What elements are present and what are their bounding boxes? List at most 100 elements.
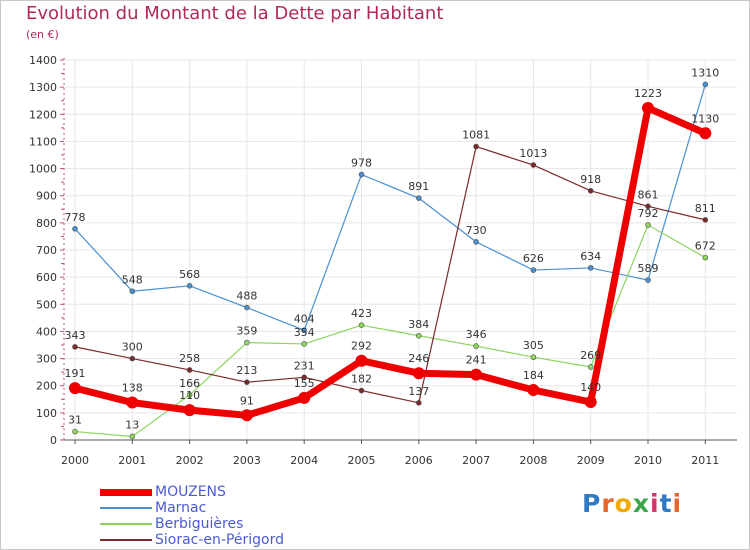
series-line-siorac-en-p-rigord (74, 145, 706, 404)
data-point-mouzens (183, 404, 196, 417)
data-point-berbigui-res (587, 364, 594, 370)
y-tick-label: 900 (36, 190, 57, 203)
data-label-siorac-en-p-rigord: 811 (695, 202, 716, 215)
data-label-marnac: 634 (580, 250, 601, 263)
data-label-berbigui-res: 305 (523, 339, 544, 352)
data-label-siorac-en-p-rigord: 137 (408, 385, 429, 398)
data-point-marnac (415, 195, 422, 201)
series-line-marnac (74, 83, 706, 331)
logo-letter: i (672, 489, 683, 518)
data-point-berbigui-res (530, 354, 537, 361)
x-tick-label: 2004 (290, 454, 318, 467)
data-label-marnac: 404 (294, 312, 315, 325)
data-point-siorac-en-p-rigord (358, 387, 365, 394)
data-label-marnac: 778 (65, 211, 86, 224)
x-tick-label: 2006 (405, 454, 433, 467)
legend-swatch (100, 488, 152, 496)
data-point-berbigui-res (358, 322, 365, 328)
data-label-siorac-en-p-rigord: 231 (294, 359, 315, 372)
data-point-mouzens (470, 368, 483, 381)
legend-swatch (100, 523, 152, 525)
data-labels: 778 548 568 488 404 978 891 730 626 634 589 1310 31 1… (65, 66, 720, 431)
data-point-mouzens (355, 354, 368, 367)
y-tick-label: 500 (36, 298, 57, 311)
data-label-berbigui-res: 792 (638, 207, 659, 220)
data-point-berbigui-res (702, 254, 709, 261)
x-tick-label: 2005 (348, 454, 376, 467)
data-point-mouzens (412, 367, 425, 380)
data-label-mouzens: 1223 (634, 87, 662, 100)
data-point-berbigui-res (473, 343, 479, 349)
data-point-mouzens (69, 382, 81, 395)
data-label-marnac: 730 (466, 224, 487, 237)
data-point-siorac-en-p-rigord (186, 367, 193, 373)
y-tick-label: 1200 (29, 108, 57, 121)
y-tick-label: 1000 (29, 163, 57, 176)
data-point-berbigui-res (72, 428, 78, 435)
logo-letter: x (632, 489, 650, 518)
data-label-marnac: 488 (236, 290, 257, 303)
data-label-berbigui-res: 354 (294, 326, 315, 339)
x-tick-label: 2000 (61, 454, 89, 467)
data-point-berbigui-res (415, 332, 422, 339)
data-label-siorac-en-p-rigord: 861 (638, 188, 659, 201)
data-point-siorac-en-p-rigord (473, 143, 479, 150)
data-label-marnac: 1310 (691, 66, 719, 79)
data-point-marnac (473, 239, 479, 245)
legend-label: MOUZENS (155, 484, 226, 500)
y-tick-label: 600 (36, 271, 57, 284)
grid (64, 59, 737, 441)
y-tick-label: 300 (36, 353, 57, 366)
y-tick-label: 1300 (29, 81, 57, 94)
data-label-mouzens: 1130 (691, 112, 719, 125)
data-label-berbigui-res: 31 (68, 414, 82, 427)
y-tick-label: 0 (50, 434, 57, 447)
x-tick-label: 2007 (462, 454, 490, 467)
data-label-siorac-en-p-rigord: 918 (580, 173, 601, 186)
data-point-siorac-en-p-rigord (645, 203, 651, 210)
y-tick-label: 1400 (29, 54, 57, 67)
series-line-mouzens (71, 104, 709, 419)
legend-swatch (100, 507, 152, 509)
data-point-marnac (186, 283, 193, 289)
data-point-marnac (587, 265, 594, 271)
data-label-berbigui-res: 359 (236, 325, 257, 338)
data-label-mouzens: 140 (580, 381, 601, 394)
chart-title: Evolution du Montant de la Dette par Hab… (26, 3, 444, 24)
data-label-siorac-en-p-rigord: 300 (122, 341, 143, 354)
data-label-berbigui-res: 269 (580, 349, 601, 362)
data-point-siorac-en-p-rigord (415, 400, 422, 406)
y-tick-label: 1100 (29, 135, 57, 148)
data-point-berbigui-res (186, 392, 193, 398)
data-point-marnac (530, 267, 537, 273)
data-label-mouzens: 191 (65, 367, 86, 380)
x-tick-label: 2002 (176, 454, 204, 467)
data-point-marnac (645, 277, 651, 283)
x-tick-label: 2010 (634, 454, 662, 467)
data-point-siorac-en-p-rigord (244, 379, 250, 385)
data-label-mouzens: 184 (523, 369, 544, 382)
logo-letter: i (650, 489, 660, 518)
data-point-siorac-en-p-rigord (129, 355, 136, 362)
legend-label: Marnac (155, 500, 207, 516)
data-point-marnac (301, 327, 308, 334)
data-point-marnac (72, 226, 78, 232)
data-point-mouzens (240, 409, 253, 422)
x-tick-label: 2008 (519, 454, 547, 467)
data-label-siorac-en-p-rigord: 213 (236, 364, 257, 377)
data-label-marnac: 589 (638, 262, 659, 275)
y-tick-label: 100 (36, 407, 57, 420)
x-tick-label: 2001 (118, 454, 146, 467)
data-point-mouzens (126, 396, 139, 409)
data-point-mouzens (527, 384, 540, 397)
legend-swatch (100, 539, 152, 541)
chart-subtitle: (en €) (26, 28, 59, 41)
data-point-siorac-en-p-rigord (702, 217, 709, 223)
y-tick-label: 800 (36, 217, 57, 230)
data-label-siorac-en-p-rigord: 182 (351, 373, 372, 386)
data-label-marnac: 626 (523, 252, 544, 265)
x-tick-label: 2009 (577, 454, 605, 467)
data-point-mouzens (298, 391, 311, 404)
y-tick-label: 400 (36, 325, 57, 338)
